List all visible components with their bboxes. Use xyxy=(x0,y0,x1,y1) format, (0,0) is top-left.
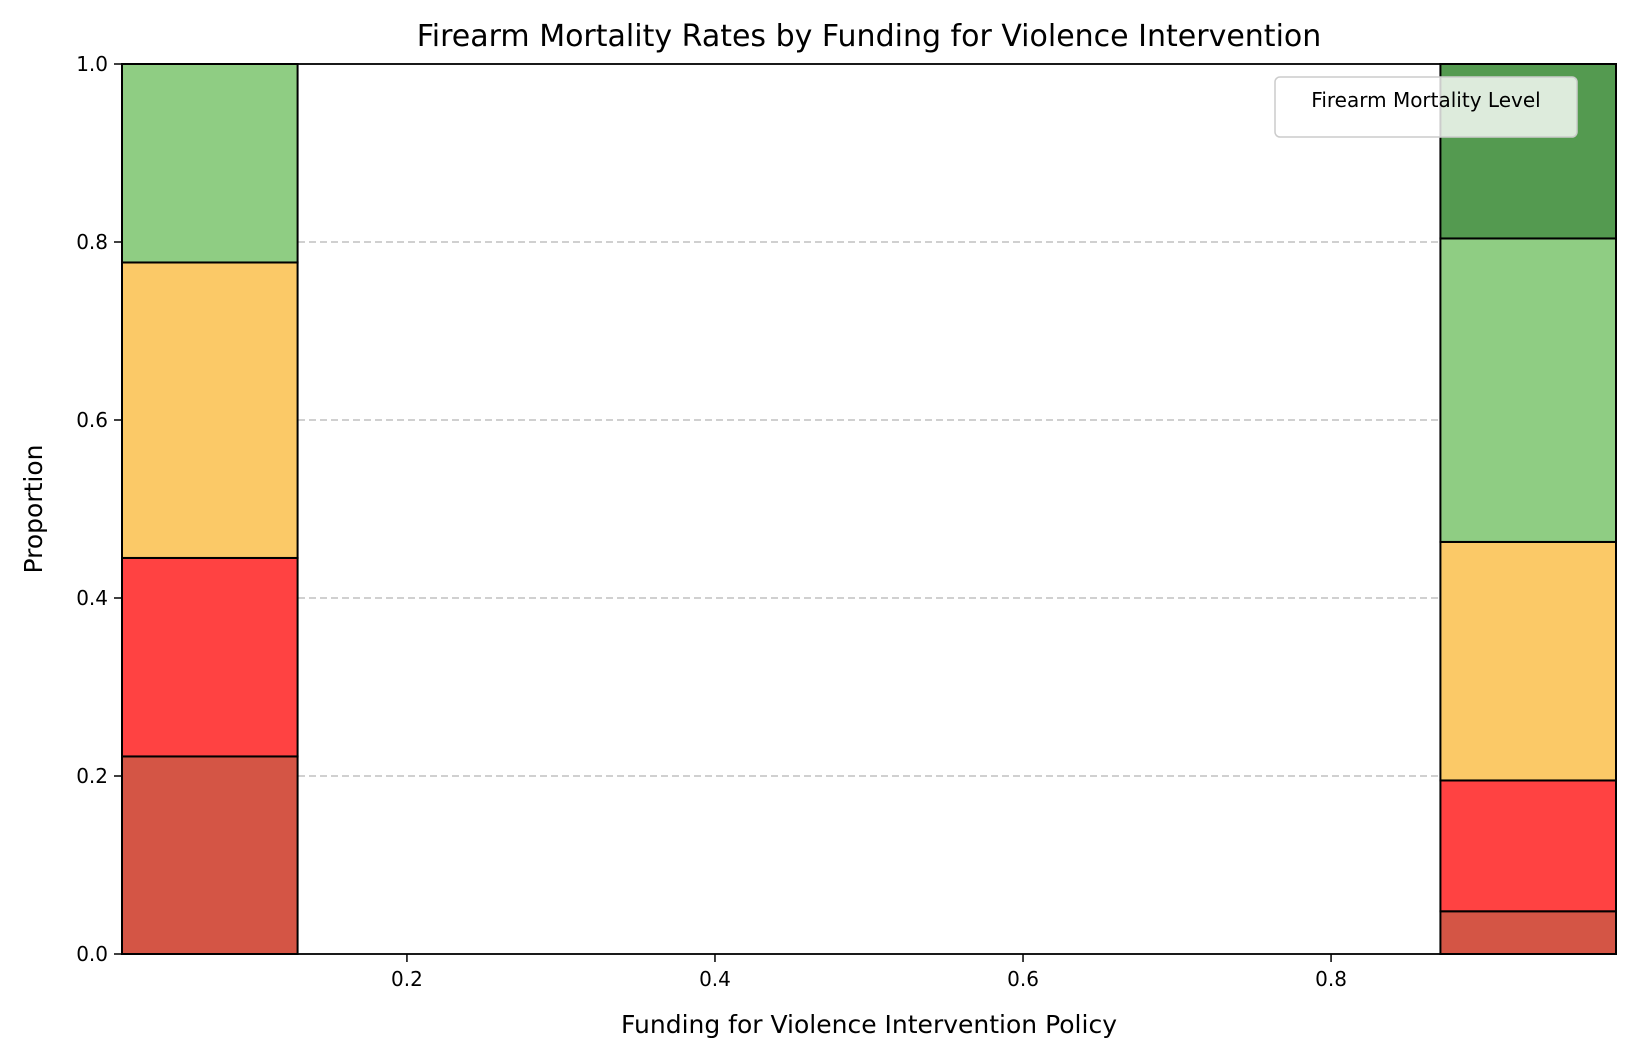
legend-box xyxy=(1274,76,1578,138)
bars-layer xyxy=(121,63,1618,956)
x-tick-label-2: 0.6 xyxy=(1007,967,1039,991)
y-tick-label-1: 0.2 xyxy=(76,764,108,788)
grid-layer xyxy=(122,241,1616,777)
bar-bin-1-segment-4 xyxy=(121,63,299,264)
bar-bin-1-segment-1 xyxy=(121,755,299,955)
plot-frame xyxy=(121,63,1617,955)
y-tick-label-0: 0.0 xyxy=(76,942,108,966)
bar-bin-1-segment-2 xyxy=(121,556,299,758)
x-axis-title: Funding for Violence Intervention Policy xyxy=(621,1010,1117,1039)
y-tick-label-2: 0.4 xyxy=(76,586,108,610)
bar-bin-2-segment-4 xyxy=(1439,237,1618,543)
y-tick-label-3: 0.6 xyxy=(76,408,108,432)
legend xyxy=(1274,76,1578,138)
bar-bin-2-segment-3 xyxy=(1439,540,1618,782)
y-tick-label-5: 1.0 xyxy=(76,52,108,76)
y-tick-label-4: 0.8 xyxy=(76,230,108,254)
chart-title: Firearm Mortality Rates by Funding for V… xyxy=(417,19,1322,54)
y-axis-title: Proportion xyxy=(19,445,48,574)
bar-bin-2-segment-1 xyxy=(1439,910,1618,956)
bar-bin-1-segment-3 xyxy=(121,261,299,559)
x-tick-label-0: 0.2 xyxy=(391,967,423,991)
x-tick-label-3: 0.8 xyxy=(1315,967,1347,991)
legend-title: Firearm Mortality Level xyxy=(1311,88,1540,112)
x-tick-label-1: 0.4 xyxy=(699,967,731,991)
bar-bin-2-segment-2 xyxy=(1439,779,1618,913)
axes-layer: 0.2 0.4 0.6 0.8 0.0 0.2 0.4 0.6 0.8 1.0 xyxy=(76,52,1617,991)
